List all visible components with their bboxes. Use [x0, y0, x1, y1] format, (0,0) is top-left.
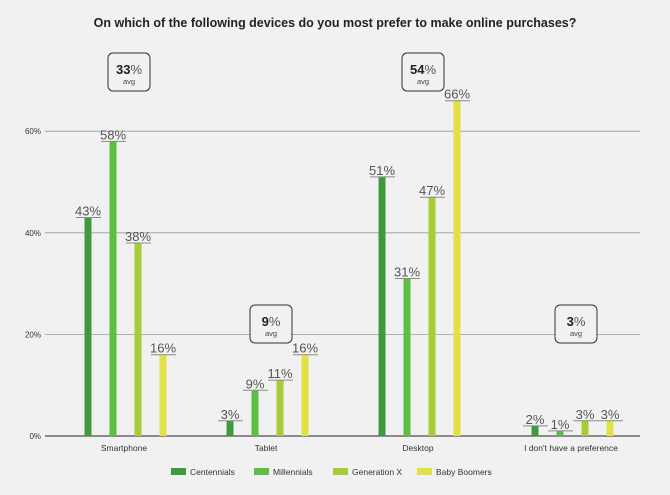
average-callout: 9%avg	[249, 304, 293, 344]
x-tick-label: Smartphone	[101, 443, 148, 453]
average-value: 3%	[567, 314, 586, 329]
bar-baby-boomers	[159, 354, 167, 436]
data-label: 2%	[526, 412, 545, 427]
average-callout: 54%avg	[401, 52, 445, 92]
legend-swatch	[254, 468, 269, 475]
bar-millennials	[403, 278, 411, 436]
legend-swatch	[333, 468, 348, 475]
data-label: 16%	[292, 341, 318, 356]
data-label: 43%	[75, 204, 101, 219]
average-label: avg	[570, 329, 582, 338]
bar-millennials	[109, 141, 117, 437]
average-value: 9%	[262, 314, 281, 329]
data-label: 3%	[576, 407, 595, 422]
average-callout: 33%avg	[107, 52, 151, 92]
x-tick-label: I don't have a preference	[524, 443, 618, 453]
bar-baby-boomers	[301, 354, 309, 436]
data-label: 11%	[267, 366, 292, 381]
legend-item: Centennials	[171, 467, 235, 477]
legend-label: Millennials	[273, 467, 313, 477]
bar-centennials	[226, 420, 234, 436]
y-tick-label: 20%	[25, 330, 41, 339]
average-box	[554, 304, 598, 344]
average-box	[107, 52, 151, 92]
data-label: 38%	[125, 229, 151, 244]
bar-millennials	[251, 390, 259, 436]
bar-baby-boomers	[606, 420, 614, 436]
bar-generation-x	[276, 380, 284, 436]
data-label: 3%	[601, 407, 620, 422]
legend-label: Generation X	[352, 467, 402, 477]
average-label: avg	[123, 77, 135, 86]
data-label: 31%	[394, 265, 420, 280]
data-label: 9%	[246, 376, 265, 391]
legend-item: Generation X	[333, 467, 402, 477]
bar-baby-boomers	[453, 100, 461, 436]
data-label: 16%	[150, 341, 176, 356]
x-tick-label: Tablet	[255, 443, 278, 453]
data-label: 1%	[551, 417, 570, 432]
legend-label: Baby Boomers	[436, 467, 492, 477]
data-label: 51%	[369, 163, 395, 178]
average-box	[249, 304, 293, 344]
bar-generation-x	[134, 242, 142, 436]
average-label: avg	[417, 77, 429, 86]
data-label: 58%	[100, 127, 126, 142]
chart-title: On which of the following devices do you…	[94, 16, 577, 30]
bar-centennials	[378, 176, 386, 437]
y-tick-label: 0%	[29, 432, 41, 441]
legend-item: Baby Boomers	[417, 467, 492, 477]
y-tick-label: 40%	[25, 229, 41, 238]
y-tick-label: 60%	[25, 127, 41, 136]
legend-item: Millennials	[254, 467, 313, 477]
legend-swatch	[417, 468, 432, 475]
average-value: 54%	[410, 62, 436, 77]
data-label: 47%	[419, 183, 445, 198]
legend-label: Centennials	[190, 467, 235, 477]
average-box	[401, 52, 445, 92]
bar-millennials	[556, 430, 564, 436]
legend-swatch	[171, 468, 186, 475]
bar-centennials	[531, 425, 539, 436]
x-tick-label: Desktop	[402, 443, 433, 453]
bar-generation-x	[581, 420, 589, 436]
average-callout: 3%avg	[554, 304, 598, 344]
data-label: 3%	[221, 407, 240, 422]
bar-centennials	[84, 217, 92, 436]
average-value: 33%	[116, 62, 142, 77]
bar-generation-x	[428, 197, 436, 436]
average-label: avg	[265, 329, 277, 338]
data-label: 66%	[444, 87, 470, 102]
